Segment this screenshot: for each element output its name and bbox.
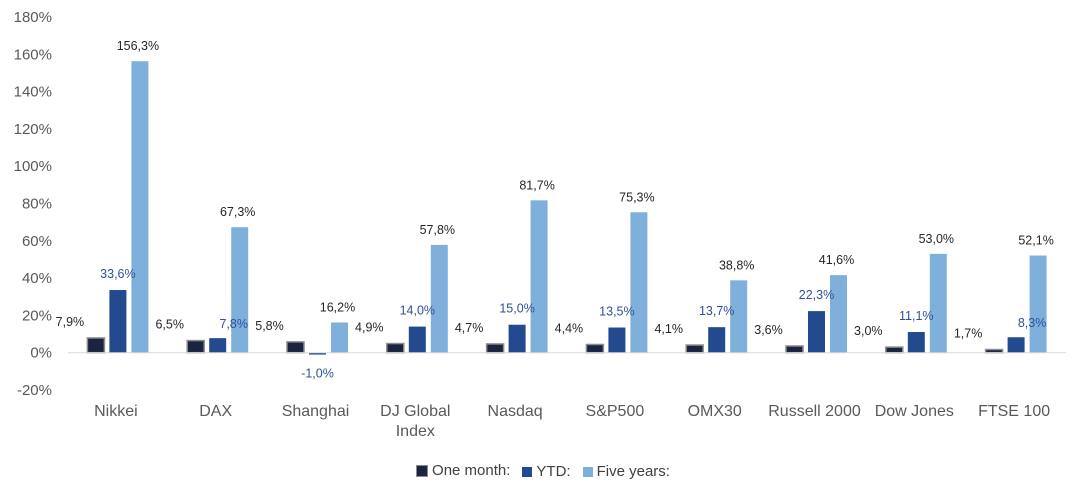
bar-one-month [585,343,605,354]
bar-five-years [630,212,648,353]
data-label: 8,3% [1018,316,1047,330]
data-label: 5,8% [255,319,284,333]
data-label: 16,2% [320,300,355,314]
bar-five-years [231,227,249,353]
bar-ytd [1007,337,1025,353]
data-labels: 7,9% 33,6% 156,3% 6,5% 7,8% 67,3% 5,8% -1,0% 16,… [56,39,1054,380]
bar-one-month [286,341,305,354]
data-label: 15,0% [499,302,534,316]
bar-five-years [929,253,947,353]
y-tick-label: 0% [30,345,52,362]
bar-ytd [209,338,227,353]
y-tick-label: 140% [14,84,52,101]
legend-label: Five years: [596,463,670,480]
data-label: 3,0% [854,324,883,338]
legend-item: One month: [416,462,510,479]
data-label: 38,8% [719,258,754,272]
bar-ytd [808,311,825,353]
bar-one-month [186,339,205,354]
data-label: 7,9% [56,315,85,329]
x-tick-label: Nasdaq [488,403,543,420]
x-tick-label: DJ Global Index [380,403,450,440]
data-label: 4,1% [654,322,683,336]
bars [86,61,1047,355]
y-tick-label: 40% [22,270,52,287]
x-tick-label: Russell 2000 [768,403,861,420]
legend-label: One month: [432,462,511,479]
data-label: 6,5% [155,318,184,332]
x-axis: Nikkei DAX Shanghai DJ Global Index Nasdaq S&P… [68,352,1066,440]
x-tick-label: Nikkei [94,403,138,420]
y-tick-label: 60% [22,233,52,250]
bar-five-years [131,61,149,353]
data-label: 41,6% [819,253,854,267]
data-label: 4,4% [555,321,584,335]
legend-item: YTD: [522,463,571,480]
bar-ytd [309,352,326,355]
data-label: 67,3% [220,205,255,219]
data-label: 4,9% [355,321,384,335]
x-tick-label: DAX [199,403,232,420]
y-tick-label: 20% [22,307,52,324]
data-label: -1,0% [301,367,334,381]
data-label: 13,7% [699,304,734,318]
x-tick-label: Shanghai [282,403,350,420]
bar-ytd [907,331,925,353]
bar-ytd [109,290,127,353]
data-label: 1,7% [954,327,983,341]
data-label: 52,1% [1018,234,1053,248]
y-axis: -20% 0% 20% 40% 60% 80% 100% 120% 140% 160% 180% [14,9,52,399]
bar-one-month [785,345,804,354]
y-tick-label: 80% [22,196,52,213]
x-tick-label: Dow Jones [875,403,954,420]
x-tick-label: FTSE 100 [978,403,1050,420]
bar-chart: -20% 0% 20% 40% 60% 80% 100% 120% 140% 160% 180% 7… [14,9,1066,440]
data-label: 57,8% [420,223,455,237]
bar-one-month [485,343,505,354]
y-tick-label: -20% [17,382,52,399]
y-tick-label: 120% [14,121,52,138]
data-label: 75,3% [619,190,654,204]
data-label: 81,7% [519,178,554,192]
bar-ytd [408,326,426,353]
data-label: 4,7% [455,321,484,335]
bar-one-month [386,342,405,354]
bar-five-years [430,244,448,353]
data-label: 11,1% [899,309,934,323]
y-tick-label: 180% [14,9,52,26]
data-label: 14,0% [400,304,435,318]
bar-one-month [685,344,704,354]
legend-label: YTD: [536,463,571,480]
x-tick-label: S&P500 [586,403,645,420]
data-label: 7,8% [219,317,248,331]
y-tick-label: 160% [14,46,52,63]
bar-five-years [730,280,748,353]
y-tick-label: 100% [14,158,52,175]
data-label: 156,3% [117,39,159,53]
legend-swatch [522,466,533,477]
bar-ytd [508,324,526,353]
data-label: 13,5% [599,305,634,319]
bar-one-month [885,346,904,354]
bar-five-years [331,322,348,353]
legend: One month: YTD: Five years: [0,462,1086,481]
x-tick-label: OMX30 [688,403,742,420]
bar-five-years [1029,255,1047,353]
data-label: 3,6% [754,323,783,337]
legend-swatch [416,464,429,477]
bar-five-years [530,200,548,353]
data-label: 22,3% [799,288,834,302]
legend-item: Five years: [582,463,670,480]
bar-ytd [608,327,626,353]
bar-one-month [86,337,106,354]
legend-swatch [582,466,593,477]
data-label: 33,6% [100,267,135,281]
bar-five-years [830,275,847,353]
data-label: 53,0% [919,232,954,246]
bar-ytd [708,327,726,353]
